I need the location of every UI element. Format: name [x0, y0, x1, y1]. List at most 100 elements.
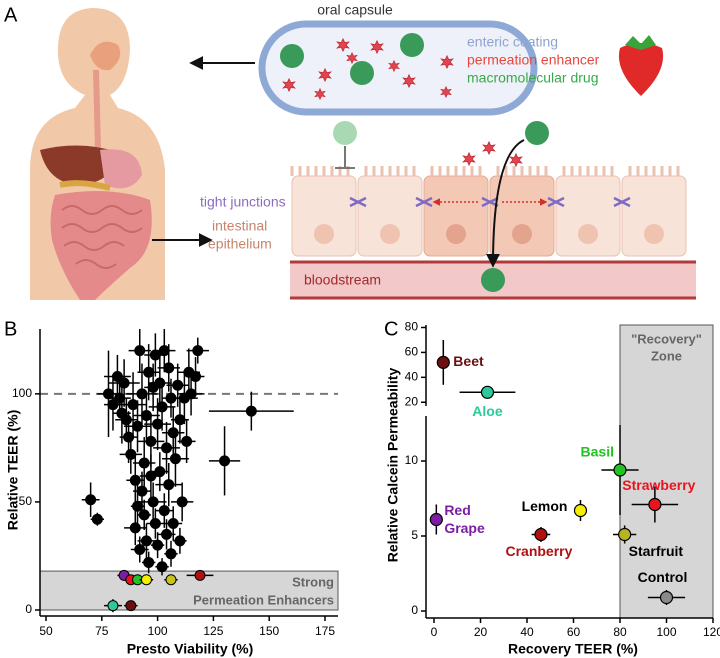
y-tick-label: 0 — [411, 603, 418, 617]
point — [140, 574, 152, 586]
point — [190, 371, 202, 383]
point — [156, 561, 168, 573]
point — [167, 427, 179, 439]
point — [114, 392, 126, 404]
y-tick-label: 20 — [405, 394, 419, 408]
panel-label: A — [4, 4, 18, 26]
y-tick-label: 10 — [405, 453, 419, 467]
point — [174, 535, 186, 547]
point — [143, 556, 155, 568]
point — [132, 420, 144, 432]
point — [163, 362, 175, 374]
x-tick-label: 125 — [203, 624, 223, 638]
point — [573, 503, 588, 518]
point — [534, 527, 548, 542]
x-tick-label: 50 — [39, 624, 53, 638]
x-tick-label: 60 — [567, 625, 581, 639]
point — [163, 479, 175, 491]
point — [107, 399, 119, 411]
point-label: Lemon — [522, 498, 568, 514]
label: epithelium — [208, 236, 272, 252]
point — [194, 569, 206, 581]
x-tick-label: 175 — [315, 624, 335, 638]
point — [165, 548, 177, 560]
point — [161, 442, 173, 454]
capsule-title: oral capsule — [317, 2, 393, 18]
x-axis-title: Presto Viability (%) — [127, 641, 254, 657]
x-tick-label: 120 — [703, 625, 720, 639]
label: intestinal — [212, 218, 267, 234]
point — [158, 505, 170, 517]
point — [245, 405, 257, 417]
point — [123, 431, 135, 443]
point — [129, 474, 141, 486]
x-tick-label: 40 — [520, 625, 534, 639]
point — [167, 518, 179, 530]
point-label: Grape — [444, 520, 485, 536]
point — [140, 409, 152, 421]
point — [480, 385, 495, 399]
point — [219, 455, 231, 467]
x-tick-label: 20 — [474, 625, 488, 639]
point — [618, 527, 632, 542]
point — [152, 539, 164, 551]
point — [140, 535, 152, 547]
y-tick-label: 80 — [405, 320, 419, 334]
point — [172, 379, 184, 391]
point — [143, 366, 155, 378]
point — [659, 590, 674, 605]
band-label: Permeation Enhancers — [193, 593, 334, 608]
epithelium — [290, 121, 696, 300]
y-tick-label: 50 — [19, 494, 33, 508]
point-label: Red — [444, 502, 470, 518]
band-label: Strong — [292, 575, 334, 590]
point — [145, 435, 157, 447]
point — [138, 509, 150, 521]
point — [429, 512, 443, 527]
x-tick-label: 75 — [95, 624, 109, 638]
label: tight junctions — [200, 194, 286, 210]
point-label: Starfruit — [629, 543, 684, 559]
band — [39, 570, 339, 611]
zone-label: "Recovery" — [631, 331, 702, 346]
point — [107, 600, 119, 612]
y-tick-label: 5 — [411, 528, 418, 542]
point — [158, 345, 170, 357]
point — [169, 453, 181, 465]
x-tick-label: 80 — [613, 625, 627, 639]
point-label: Beet — [453, 353, 484, 369]
point-label: Control — [638, 569, 688, 585]
legend-text: permeation enhancer — [467, 52, 600, 68]
point — [136, 388, 148, 400]
x-tick-label: 0 — [431, 625, 438, 639]
point — [174, 414, 186, 426]
y-tick-label: 40 — [405, 370, 419, 384]
legend-text: enteric coating — [467, 34, 558, 50]
point — [192, 345, 204, 357]
y-tick-label: 0 — [25, 602, 32, 616]
panel-label: C — [384, 318, 398, 340]
legend-text: macromolecular drug — [467, 70, 599, 86]
point — [147, 496, 159, 508]
point — [132, 500, 144, 512]
point-label: Strawberry — [622, 477, 695, 493]
point — [85, 494, 97, 506]
point — [436, 355, 450, 369]
point — [149, 518, 161, 530]
anatomy — [30, 8, 165, 300]
point — [156, 401, 168, 413]
point — [125, 448, 137, 460]
point — [134, 543, 146, 555]
point — [165, 574, 177, 586]
point — [120, 414, 132, 426]
point — [613, 463, 627, 477]
point — [138, 457, 150, 469]
y-tick-label: 60 — [405, 345, 419, 359]
label: bloodstream — [304, 272, 381, 288]
x-tick-label: 100 — [148, 624, 168, 638]
x-tick-label: 100 — [656, 625, 676, 639]
strawberry — [618, 35, 664, 96]
point-label: Aloe — [472, 403, 503, 419]
